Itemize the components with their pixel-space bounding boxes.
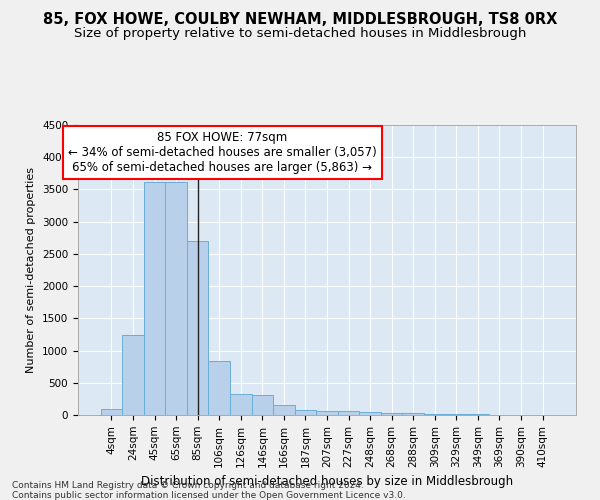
Bar bbox=[187, 241, 208, 415]
Bar bbox=[295, 410, 316, 415]
Bar bbox=[467, 414, 488, 415]
Bar bbox=[101, 409, 122, 415]
Bar bbox=[424, 414, 446, 415]
Bar bbox=[381, 412, 403, 415]
Text: Contains HM Land Registry data © Crown copyright and database right 2024.: Contains HM Land Registry data © Crown c… bbox=[12, 481, 364, 490]
Bar bbox=[273, 406, 295, 415]
Bar bbox=[403, 413, 424, 415]
Bar bbox=[316, 411, 338, 415]
Text: 85, FOX HOWE, COULBY NEWHAM, MIDDLESBROUGH, TS8 0RX: 85, FOX HOWE, COULBY NEWHAM, MIDDLESBROU… bbox=[43, 12, 557, 28]
Bar bbox=[251, 394, 273, 415]
Text: 85 FOX HOWE: 77sqm
← 34% of semi-detached houses are smaller (3,057)
65% of semi: 85 FOX HOWE: 77sqm ← 34% of semi-detache… bbox=[68, 131, 377, 174]
Bar bbox=[230, 394, 251, 415]
Bar bbox=[166, 182, 187, 415]
Bar bbox=[338, 412, 359, 415]
Bar bbox=[208, 361, 230, 415]
Bar bbox=[359, 412, 381, 415]
Text: Size of property relative to semi-detached houses in Middlesbrough: Size of property relative to semi-detach… bbox=[74, 28, 526, 40]
X-axis label: Distribution of semi-detached houses by size in Middlesbrough: Distribution of semi-detached houses by … bbox=[141, 475, 513, 488]
Bar bbox=[446, 414, 467, 415]
Text: Contains public sector information licensed under the Open Government Licence v3: Contains public sector information licen… bbox=[12, 491, 406, 500]
Y-axis label: Number of semi-detached properties: Number of semi-detached properties bbox=[26, 167, 37, 373]
Bar bbox=[144, 182, 166, 415]
Bar bbox=[122, 335, 144, 415]
